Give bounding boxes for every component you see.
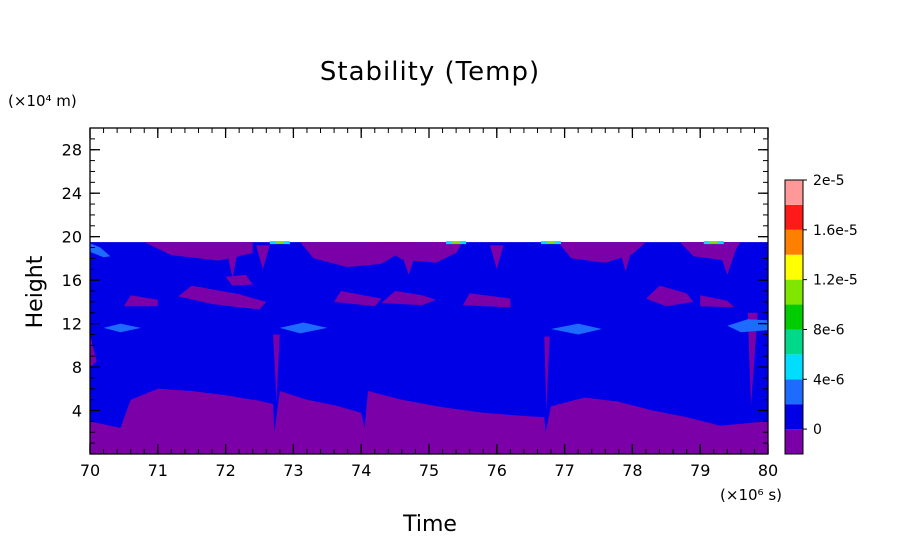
axes: 70 71 72 73 74 75 76 77 78 79 80 4 8 12 16 20 24 28 [62, 127, 778, 480]
y-tick-label: 12 [62, 315, 82, 334]
x-unit-label: (×10⁶ s) [720, 486, 782, 504]
y-tick-label: 16 [62, 271, 82, 290]
colorbar-swatch [785, 204, 803, 230]
colorbar-label: 0 [813, 422, 822, 438]
x-tick-label: 74 [351, 461, 371, 480]
colorbar-swatch [785, 354, 803, 380]
plot-area [90, 241, 768, 454]
region-purple-patch-0 [144, 242, 253, 261]
x-tick-label: 77 [554, 461, 574, 480]
colorbar-swatch [785, 254, 803, 280]
colorbar-label: 8e-6 [813, 322, 845, 338]
highlight-green-1 [547, 241, 556, 244]
colorbar-label: 1.2e-5 [813, 273, 858, 289]
x-tick-label: 72 [215, 461, 235, 480]
y-tick-label: 8 [72, 358, 82, 377]
region-purple-streak-6 [747, 312, 758, 406]
colorbar-frame [784, 179, 804, 455]
region-purple-patch-9 [334, 291, 382, 307]
region-lightblue-3 [727, 319, 768, 333]
x-tick-label: 73 [283, 461, 303, 480]
y-unit-label: (×10⁴ m) [8, 92, 77, 110]
x-tick-label: 78 [622, 461, 642, 480]
x-tick-label: 75 [419, 461, 439, 480]
y-tick-label: 4 [72, 402, 82, 421]
region-purple-streak-4 [618, 247, 633, 272]
region-purple-streak-5 [717, 245, 738, 275]
region-purple-streak-7 [90, 334, 97, 368]
colorbar-label: 4e-6 [813, 372, 845, 388]
region-purple-patch-7 [381, 291, 436, 306]
region-purple-patch-2 [374, 242, 463, 263]
colorbar-swatch [785, 379, 803, 405]
colorbar-swatch [785, 279, 803, 305]
region-purple-bottom [90, 388, 768, 454]
colorbar-swatch [785, 229, 803, 255]
y-axis-title: Height [23, 255, 48, 328]
highlight-green-3 [452, 241, 461, 244]
region-lightblue-4 [90, 243, 111, 258]
region-purple-patch-5 [178, 285, 267, 310]
colorbar-swatch [785, 304, 803, 330]
region-purple-streak-9 [544, 336, 550, 411]
colorbar-label: 2e-5 [813, 173, 844, 189]
region-purple-streak-2 [398, 245, 419, 275]
highlight-green-2 [709, 241, 718, 244]
colorbar: 0 4e-6 8e-6 1.2e-5 1.6e-5 2e-5 [784, 173, 858, 455]
x-tick-label: 76 [487, 461, 507, 480]
region-purple-patch-8 [462, 293, 511, 308]
x-axis-title: Time [402, 512, 457, 537]
x-tick-label: 71 [148, 461, 168, 480]
region-purple-patch-10 [646, 285, 694, 307]
region-purple-streak-8 [273, 334, 280, 402]
region-lightblue-0 [103, 323, 141, 333]
x-tick-label: 79 [690, 461, 710, 480]
x-tick-label: 70 [80, 461, 100, 480]
region-purple-streak-0 [225, 245, 240, 278]
y-tick-label: 28 [62, 141, 82, 160]
chart-title: Stability (Temp) [320, 57, 540, 87]
y-tick-label: 24 [62, 184, 82, 203]
region-purple-streak-3 [490, 245, 504, 270]
x-tick-label: 80 [758, 461, 778, 480]
region-purple-patch-3 [557, 242, 646, 263]
colorbar-swatch [785, 404, 803, 430]
region-lightblue-1 [279, 322, 328, 334]
colorbar-swatch [785, 329, 803, 355]
highlight-green-0 [275, 241, 284, 244]
region-lightblue-2 [551, 323, 602, 335]
y-tick-label: 20 [62, 228, 82, 247]
region-purple-streak-1 [256, 245, 270, 270]
colorbar-swatch [785, 429, 803, 454]
region-purple-patch-6 [123, 295, 158, 307]
colorbar-swatch [785, 180, 803, 205]
region-purple-patch-11 [700, 295, 735, 308]
colorbar-label: 1.6e-5 [813, 223, 858, 239]
